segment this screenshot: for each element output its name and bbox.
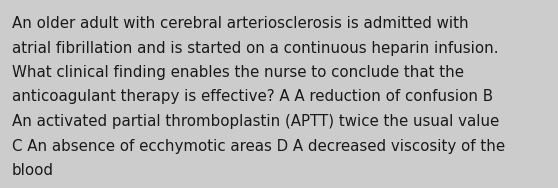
- Text: atrial fibrillation and is started on a continuous heparin infusion.: atrial fibrillation and is started on a …: [12, 40, 498, 55]
- Text: An older adult with cerebral arteriosclerosis is admitted with: An older adult with cerebral arterioscle…: [12, 16, 469, 31]
- Text: An activated partial thromboplastin (APTT) twice the usual value: An activated partial thromboplastin (APT…: [12, 114, 499, 129]
- Text: What clinical finding enables the nurse to conclude that the: What clinical finding enables the nurse …: [12, 65, 464, 80]
- Text: blood: blood: [12, 163, 54, 178]
- Text: anticoagulant therapy is effective? A A reduction of confusion B: anticoagulant therapy is effective? A A …: [12, 89, 493, 105]
- Text: C An absence of ecchymotic areas D A decreased viscosity of the: C An absence of ecchymotic areas D A dec…: [12, 139, 505, 153]
